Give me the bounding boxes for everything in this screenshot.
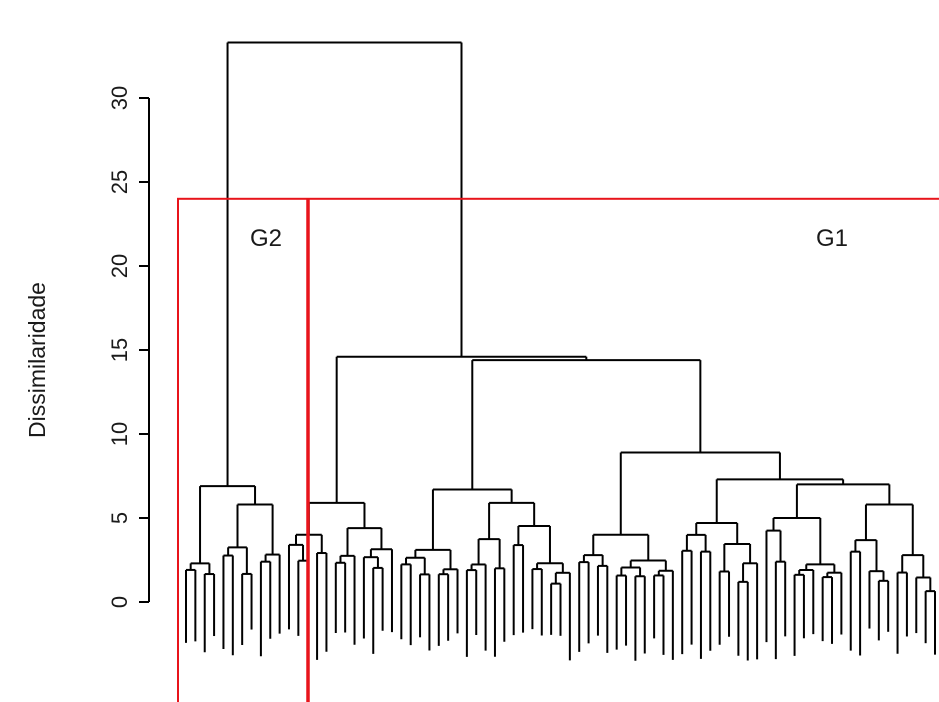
y-tick-label-30: 30 (107, 86, 132, 110)
y-axis-title: Dissimilaridade (24, 282, 50, 438)
group-label-g2: G2 (250, 225, 282, 252)
dendrogram-tree (185, 41, 936, 661)
y-tick-label-20: 20 (107, 254, 132, 278)
y-tick-label-25: 25 (107, 170, 132, 194)
cluster-box (177, 197, 939, 702)
y-axis: 0 5 10 15 20 25 30 (107, 86, 150, 608)
group-label-g1: G1 (816, 225, 848, 252)
cluster-cut: G2 G1 (177, 197, 939, 702)
y-tick-label-15: 15 (107, 338, 132, 362)
y-tick-label-0: 0 (107, 596, 132, 608)
y-tick-label-5: 5 (107, 512, 132, 524)
y-tick-label-10: 10 (107, 422, 132, 446)
